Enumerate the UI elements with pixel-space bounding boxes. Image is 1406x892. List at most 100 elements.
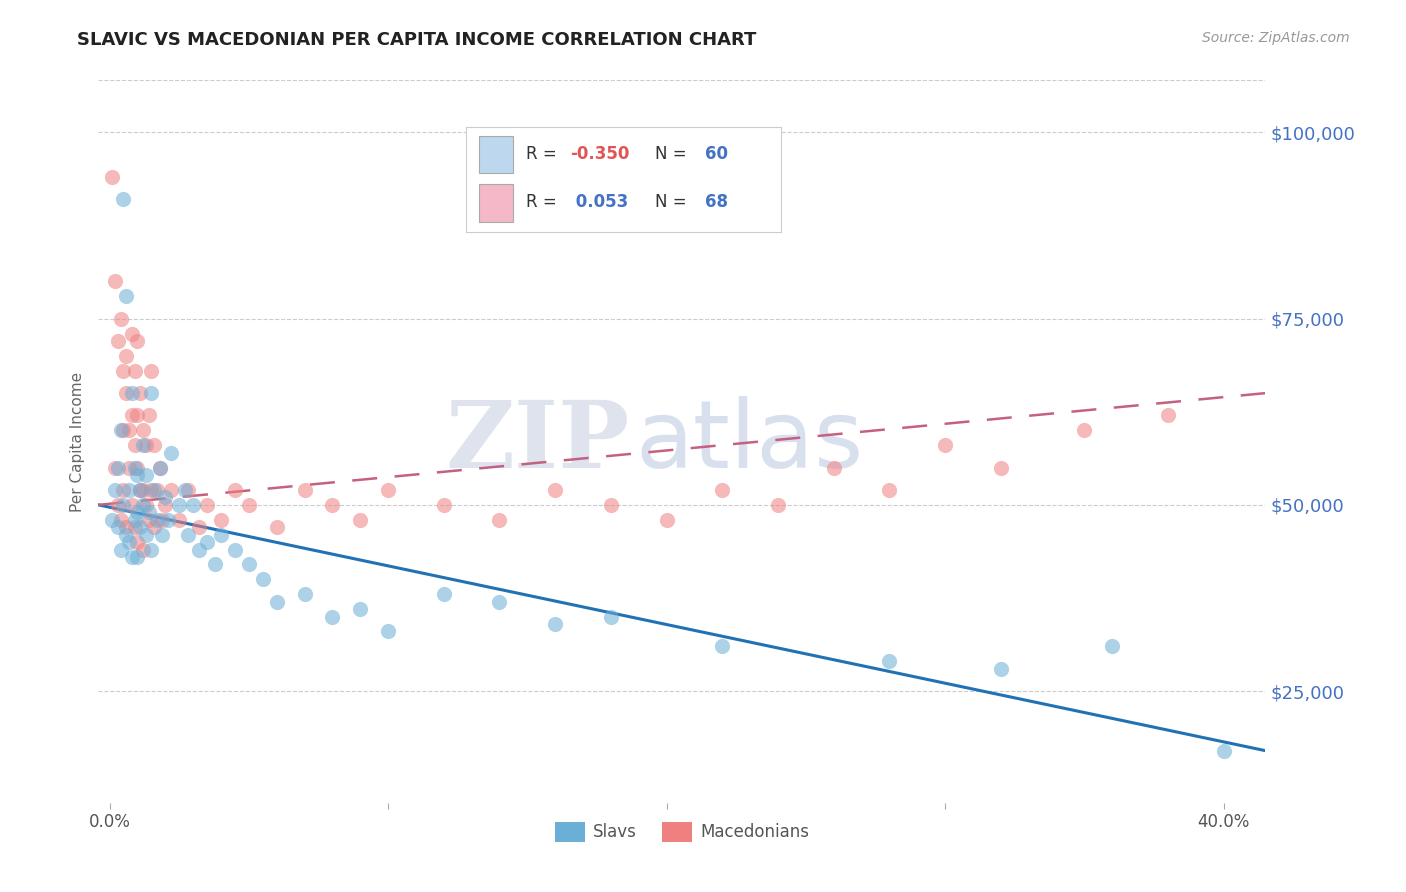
Point <box>118 460 141 475</box>
Point <box>118 423 141 437</box>
Point <box>655 513 678 527</box>
Point <box>127 409 149 423</box>
Point <box>238 558 260 572</box>
Text: atlas: atlas <box>636 395 863 488</box>
Point <box>1073 423 1095 437</box>
Point <box>121 498 143 512</box>
Point <box>224 483 246 497</box>
Legend: Slavs, Macedonians: Slavs, Macedonians <box>548 815 815 848</box>
Point <box>544 617 567 632</box>
Point <box>112 498 135 512</box>
Point <box>101 513 124 527</box>
Point <box>107 498 129 512</box>
Point <box>129 520 152 534</box>
Point <box>224 542 246 557</box>
Point <box>433 587 456 601</box>
Point <box>157 513 180 527</box>
Point <box>599 609 621 624</box>
Point <box>766 498 789 512</box>
Point <box>176 527 198 541</box>
Point <box>879 654 901 668</box>
Point <box>115 527 138 541</box>
Point <box>181 498 204 512</box>
Point <box>104 274 127 288</box>
Point <box>173 483 195 497</box>
Text: SLAVIC VS MACEDONIAN PER CAPITA INCOME CORRELATION CHART: SLAVIC VS MACEDONIAN PER CAPITA INCOME C… <box>77 31 756 49</box>
Point <box>141 542 163 557</box>
Point <box>990 460 1012 475</box>
Point <box>129 483 152 497</box>
Point <box>115 520 138 534</box>
Point <box>209 527 232 541</box>
Point <box>129 483 152 497</box>
Point <box>127 460 149 475</box>
Point <box>349 602 371 616</box>
Point <box>488 595 510 609</box>
Point <box>124 438 146 452</box>
Point <box>146 483 169 497</box>
Point <box>143 520 166 534</box>
Point <box>124 364 146 378</box>
Point <box>238 498 260 512</box>
Point <box>132 438 155 452</box>
Point <box>127 535 149 549</box>
Point <box>294 587 316 601</box>
Point <box>349 513 371 527</box>
Point <box>377 624 399 639</box>
Point <box>104 460 127 475</box>
Point <box>879 483 901 497</box>
Point <box>107 520 129 534</box>
Point <box>118 535 141 549</box>
Point <box>266 595 288 609</box>
Point <box>152 513 174 527</box>
Point <box>107 460 129 475</box>
Point <box>138 505 160 519</box>
Point <box>167 498 190 512</box>
Point <box>115 386 138 401</box>
Point <box>1101 640 1123 654</box>
Point <box>138 409 160 423</box>
Point <box>195 535 218 549</box>
Point <box>143 483 166 497</box>
Point <box>823 460 845 475</box>
Point <box>711 483 734 497</box>
Point <box>160 483 183 497</box>
Point <box>143 438 166 452</box>
Point <box>115 289 138 303</box>
Point <box>934 438 956 452</box>
Point <box>110 311 132 326</box>
Point <box>124 513 146 527</box>
Point <box>124 520 146 534</box>
Point <box>711 640 734 654</box>
Point <box>160 446 183 460</box>
Point <box>321 498 343 512</box>
Point <box>321 609 343 624</box>
Point <box>110 542 132 557</box>
Point <box>121 326 143 341</box>
Point <box>127 505 149 519</box>
Point <box>155 498 177 512</box>
Point <box>187 542 209 557</box>
Point <box>112 193 135 207</box>
Point <box>112 483 135 497</box>
Point <box>135 468 157 483</box>
Text: Source: ZipAtlas.com: Source: ZipAtlas.com <box>1202 31 1350 45</box>
Point <box>132 542 155 557</box>
Point <box>135 438 157 452</box>
Point <box>377 483 399 497</box>
Point <box>112 364 135 378</box>
Point <box>121 549 143 564</box>
Point <box>167 513 190 527</box>
Point <box>129 386 152 401</box>
Point <box>127 549 149 564</box>
Point <box>990 662 1012 676</box>
Point <box>149 460 172 475</box>
Point <box>115 349 138 363</box>
Point <box>141 386 163 401</box>
Point <box>209 513 232 527</box>
Point <box>135 498 157 512</box>
Point <box>110 423 132 437</box>
Point <box>141 483 163 497</box>
Point <box>110 513 132 527</box>
Point <box>599 498 621 512</box>
